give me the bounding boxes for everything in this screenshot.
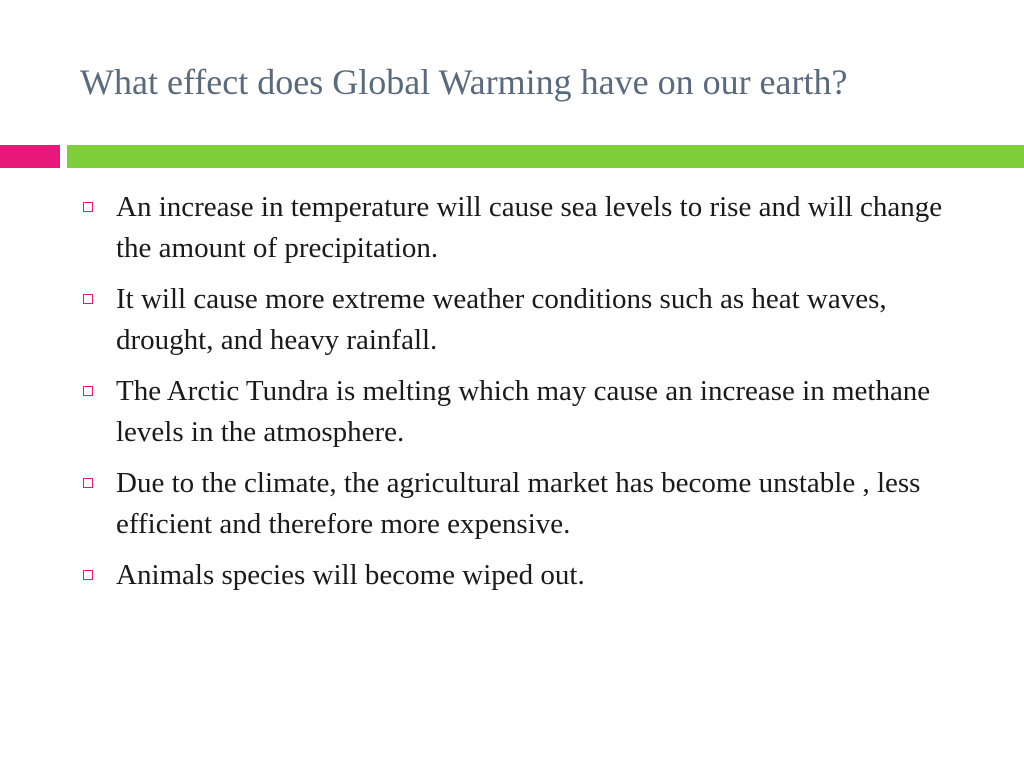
accent-bar-green xyxy=(67,145,1024,168)
hollow-square-icon xyxy=(83,478,93,488)
hollow-square-icon xyxy=(83,294,93,304)
bullet-list: An increase in temperature will cause se… xyxy=(80,187,980,606)
bullet-item: Animals species will become wiped out. xyxy=(80,555,980,596)
bullet-item: The Arctic Tundra is melting which may c… xyxy=(80,371,980,453)
bullet-text: Due to the climate, the agricultural mar… xyxy=(116,467,921,540)
hollow-square-icon xyxy=(83,386,93,396)
bullet-item: An increase in temperature will cause se… xyxy=(80,187,980,269)
slide-title: What effect does Global Warming have on … xyxy=(80,62,848,102)
hollow-square-icon xyxy=(83,202,93,212)
bullet-text: The Arctic Tundra is melting which may c… xyxy=(116,375,931,448)
bullet-text: Animals species will become wiped out. xyxy=(116,559,585,591)
bullet-text: An increase in temperature will cause se… xyxy=(116,191,943,264)
bullet-item: It will cause more extreme weather condi… xyxy=(80,279,980,361)
bullet-item: Due to the climate, the agricultural mar… xyxy=(80,463,980,545)
hollow-square-icon xyxy=(83,570,93,580)
accent-bar-pink xyxy=(0,145,60,168)
bullet-text: It will cause more extreme weather condi… xyxy=(116,283,887,356)
